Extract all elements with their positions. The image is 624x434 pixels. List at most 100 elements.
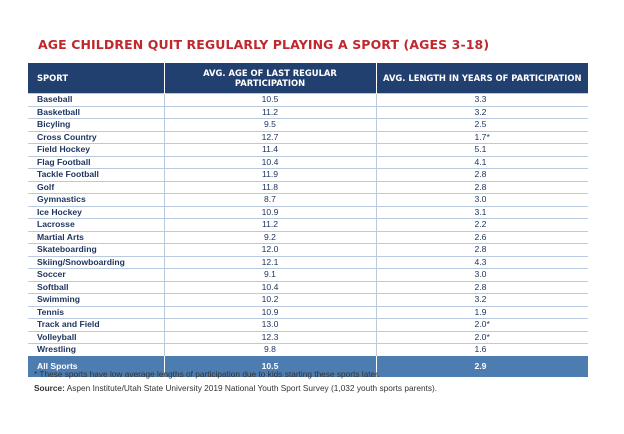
sport-cell: Track and Field xyxy=(28,318,164,331)
age-cell: 12.7 xyxy=(163,130,376,144)
length-cell: 2.2 xyxy=(375,218,588,231)
table-row: Basketball 11.2 3.2 xyxy=(28,105,588,119)
age-cell: 10.2 xyxy=(163,293,376,306)
sport-cell: Tennis xyxy=(28,305,164,319)
sport-cell: Basketball xyxy=(28,105,164,119)
table-row: Wrestling 9.8 1.6 xyxy=(28,343,588,356)
table-row: Cross Country 12.7 1.7* xyxy=(28,130,588,144)
table-row: Gymnastics 8.7 3.0 xyxy=(28,193,588,206)
sport-cell: Bicyling xyxy=(28,118,164,131)
age-cell: 10.4 xyxy=(163,155,376,169)
length-cell: 3.2 xyxy=(375,105,588,119)
total-age-cell: 10.5 xyxy=(163,355,376,377)
table-row: Flag Football 10.4 4.1 xyxy=(28,155,588,169)
table-row: Track and Field 13.0 2.0* xyxy=(28,318,588,331)
age-cell: 10.9 xyxy=(163,305,376,319)
length-cell: 2.6 xyxy=(375,230,588,244)
length-cell: 2.5 xyxy=(375,118,588,131)
table-row: Skateboarding 12.0 2.8 xyxy=(28,243,588,256)
table-body: Baseball 10.5 3.3 Basketball 11.2 3.2 Bicyling… xyxy=(28,93,588,356)
sport-cell: Golf xyxy=(28,180,164,194)
sport-cell: Ice Hockey xyxy=(28,205,164,219)
length-cell: 4.1 xyxy=(375,155,588,169)
table-row: Golf 11.8 2.8 xyxy=(28,180,588,194)
source-line: Source: Aspen Institute/Utah State Unive… xyxy=(34,383,437,393)
age-cell: 9.1 xyxy=(163,268,376,281)
sport-cell: Swimming xyxy=(28,293,164,306)
age-cell: 12.1 xyxy=(163,255,376,269)
table-row: Volleyball 12.3 2.0* xyxy=(28,330,588,344)
age-cell: 11.4 xyxy=(163,143,376,156)
column-header-avg-age: AVG. AGE OF LAST REGULAR PARTICIPATION xyxy=(163,63,376,94)
length-cell: 5.1 xyxy=(375,143,588,156)
length-cell: 2.8 xyxy=(375,168,588,181)
table-footer: All Sports 10.5 2.9 xyxy=(28,355,588,377)
column-header-sport: SPORT xyxy=(28,63,164,94)
table-row: Soccer 9.1 3.0 xyxy=(28,268,588,281)
length-cell: 3.2 xyxy=(375,293,588,306)
sport-cell: Skiing/Snowboarding xyxy=(28,255,164,269)
table-row: Martial Arts 9.2 2.6 xyxy=(28,230,588,244)
age-cell: 11.9 xyxy=(163,168,376,181)
age-cell: 11.2 xyxy=(163,105,376,119)
source-text: Aspen Institute/Utah State University 20… xyxy=(64,383,438,393)
age-cell: 12.3 xyxy=(163,330,376,344)
total-sport-cell: All Sports xyxy=(28,355,164,377)
sport-cell: Field Hockey xyxy=(28,143,164,156)
sport-cell: Soccer xyxy=(28,268,164,281)
age-cell: 8.7 xyxy=(163,193,376,206)
length-cell: 1.7* xyxy=(375,130,588,144)
sport-cell: Wrestling xyxy=(28,343,164,356)
length-cell: 4.3 xyxy=(375,255,588,269)
length-cell: 2.0* xyxy=(375,330,588,344)
length-cell: 3.0 xyxy=(375,193,588,206)
length-cell: 2.0* xyxy=(375,318,588,331)
length-cell: 3.0 xyxy=(375,268,588,281)
sport-cell: Gymnastics xyxy=(28,193,164,206)
table-row: Baseball 10.5 3.3 xyxy=(28,93,588,106)
age-cell: 13.0 xyxy=(163,318,376,331)
source-label: Source: xyxy=(34,383,65,393)
sport-cell: Volleyball xyxy=(28,330,164,344)
sport-cell: Baseball xyxy=(28,93,164,106)
length-cell: 1.6 xyxy=(375,343,588,356)
table-row: Tackle Football 11.9 2.8 xyxy=(28,168,588,181)
age-cell: 9.5 xyxy=(163,118,376,131)
age-cell: 10.9 xyxy=(163,205,376,219)
age-cell: 9.8 xyxy=(163,343,376,356)
table-row: Bicyling 9.5 2.5 xyxy=(28,118,588,131)
table-row: Swimming 10.2 3.2 xyxy=(28,293,588,306)
sport-cell: Lacrosse xyxy=(28,218,164,231)
table-row: Tennis 10.9 1.9 xyxy=(28,305,588,319)
table-row: Softball 10.4 2.8 xyxy=(28,280,588,294)
page-title: AGE CHILDREN QUIT REGULARLY PLAYING A SP… xyxy=(38,37,490,52)
total-length-cell: 2.9 xyxy=(375,355,588,377)
age-cell: 10.5 xyxy=(163,93,376,106)
sport-cell: Tackle Football xyxy=(28,168,164,181)
sport-cell: Cross Country xyxy=(28,130,164,144)
age-cell: 12.0 xyxy=(163,243,376,256)
footnote: * These sports have low average lengths … xyxy=(34,369,380,379)
column-header-avg-length: AVG. LENGTH IN YEARS OF PARTICIPATION xyxy=(375,63,588,94)
age-cell: 11.2 xyxy=(163,218,376,231)
age-cell: 9.2 xyxy=(163,230,376,244)
table-row: Ice Hockey 10.9 3.1 xyxy=(28,205,588,219)
age-cell: 10.4 xyxy=(163,280,376,294)
total-row: All Sports 10.5 2.9 xyxy=(28,355,588,377)
table-row: Skiing/Snowboarding 12.1 4.3 xyxy=(28,255,588,269)
length-cell: 2.8 xyxy=(375,243,588,256)
table-row: Field Hockey 11.4 5.1 xyxy=(28,143,588,156)
length-cell: 1.9 xyxy=(375,305,588,319)
age-cell: 11.8 xyxy=(163,180,376,194)
length-cell: 3.1 xyxy=(375,205,588,219)
table-header: SPORT AVG. AGE OF LAST REGULAR PARTICIPA… xyxy=(28,63,588,94)
length-cell: 2.8 xyxy=(375,180,588,194)
sport-cell: Softball xyxy=(28,280,164,294)
sport-cell: Skateboarding xyxy=(28,243,164,256)
table-row: Lacrosse 11.2 2.2 xyxy=(28,218,588,231)
length-cell: 2.8 xyxy=(375,280,588,294)
sports-table: SPORT AVG. AGE OF LAST REGULAR PARTICIPA… xyxy=(28,63,588,377)
length-cell: 3.3 xyxy=(375,93,588,106)
sport-cell: Flag Football xyxy=(28,155,164,169)
